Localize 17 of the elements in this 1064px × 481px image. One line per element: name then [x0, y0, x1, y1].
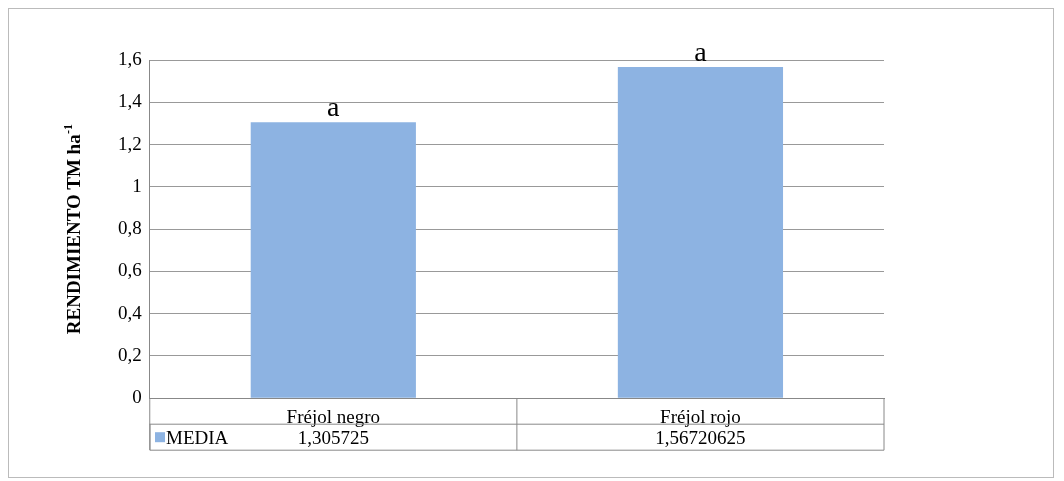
annotation: a: [694, 35, 708, 67]
x-tick-label: Fréjol rojo: [660, 405, 741, 427]
y-tick-label: 0,4: [118, 301, 143, 323]
y-tick-label: 0,6: [118, 259, 142, 281]
annotation: a: [327, 91, 341, 123]
y-tick-label: 1: [132, 174, 142, 196]
legend-label: MEDIA: [166, 427, 229, 449]
y-axis-title: RENDIMIENTO TM ha-1: [61, 123, 84, 335]
y-tick-label: 1,6: [118, 47, 142, 69]
y-tick-label: 0: [132, 386, 142, 408]
y-tick-label: 0,8: [118, 217, 142, 239]
data-label: 1,305725: [297, 427, 369, 449]
x-tick-label: Fréjol negro: [286, 405, 381, 427]
data-label: 1,56720625: [655, 427, 746, 449]
y-tick-label: 1,2: [118, 132, 142, 154]
y-tick-label: 1,4: [118, 90, 143, 112]
y-tick-label: 0,2: [118, 343, 142, 365]
